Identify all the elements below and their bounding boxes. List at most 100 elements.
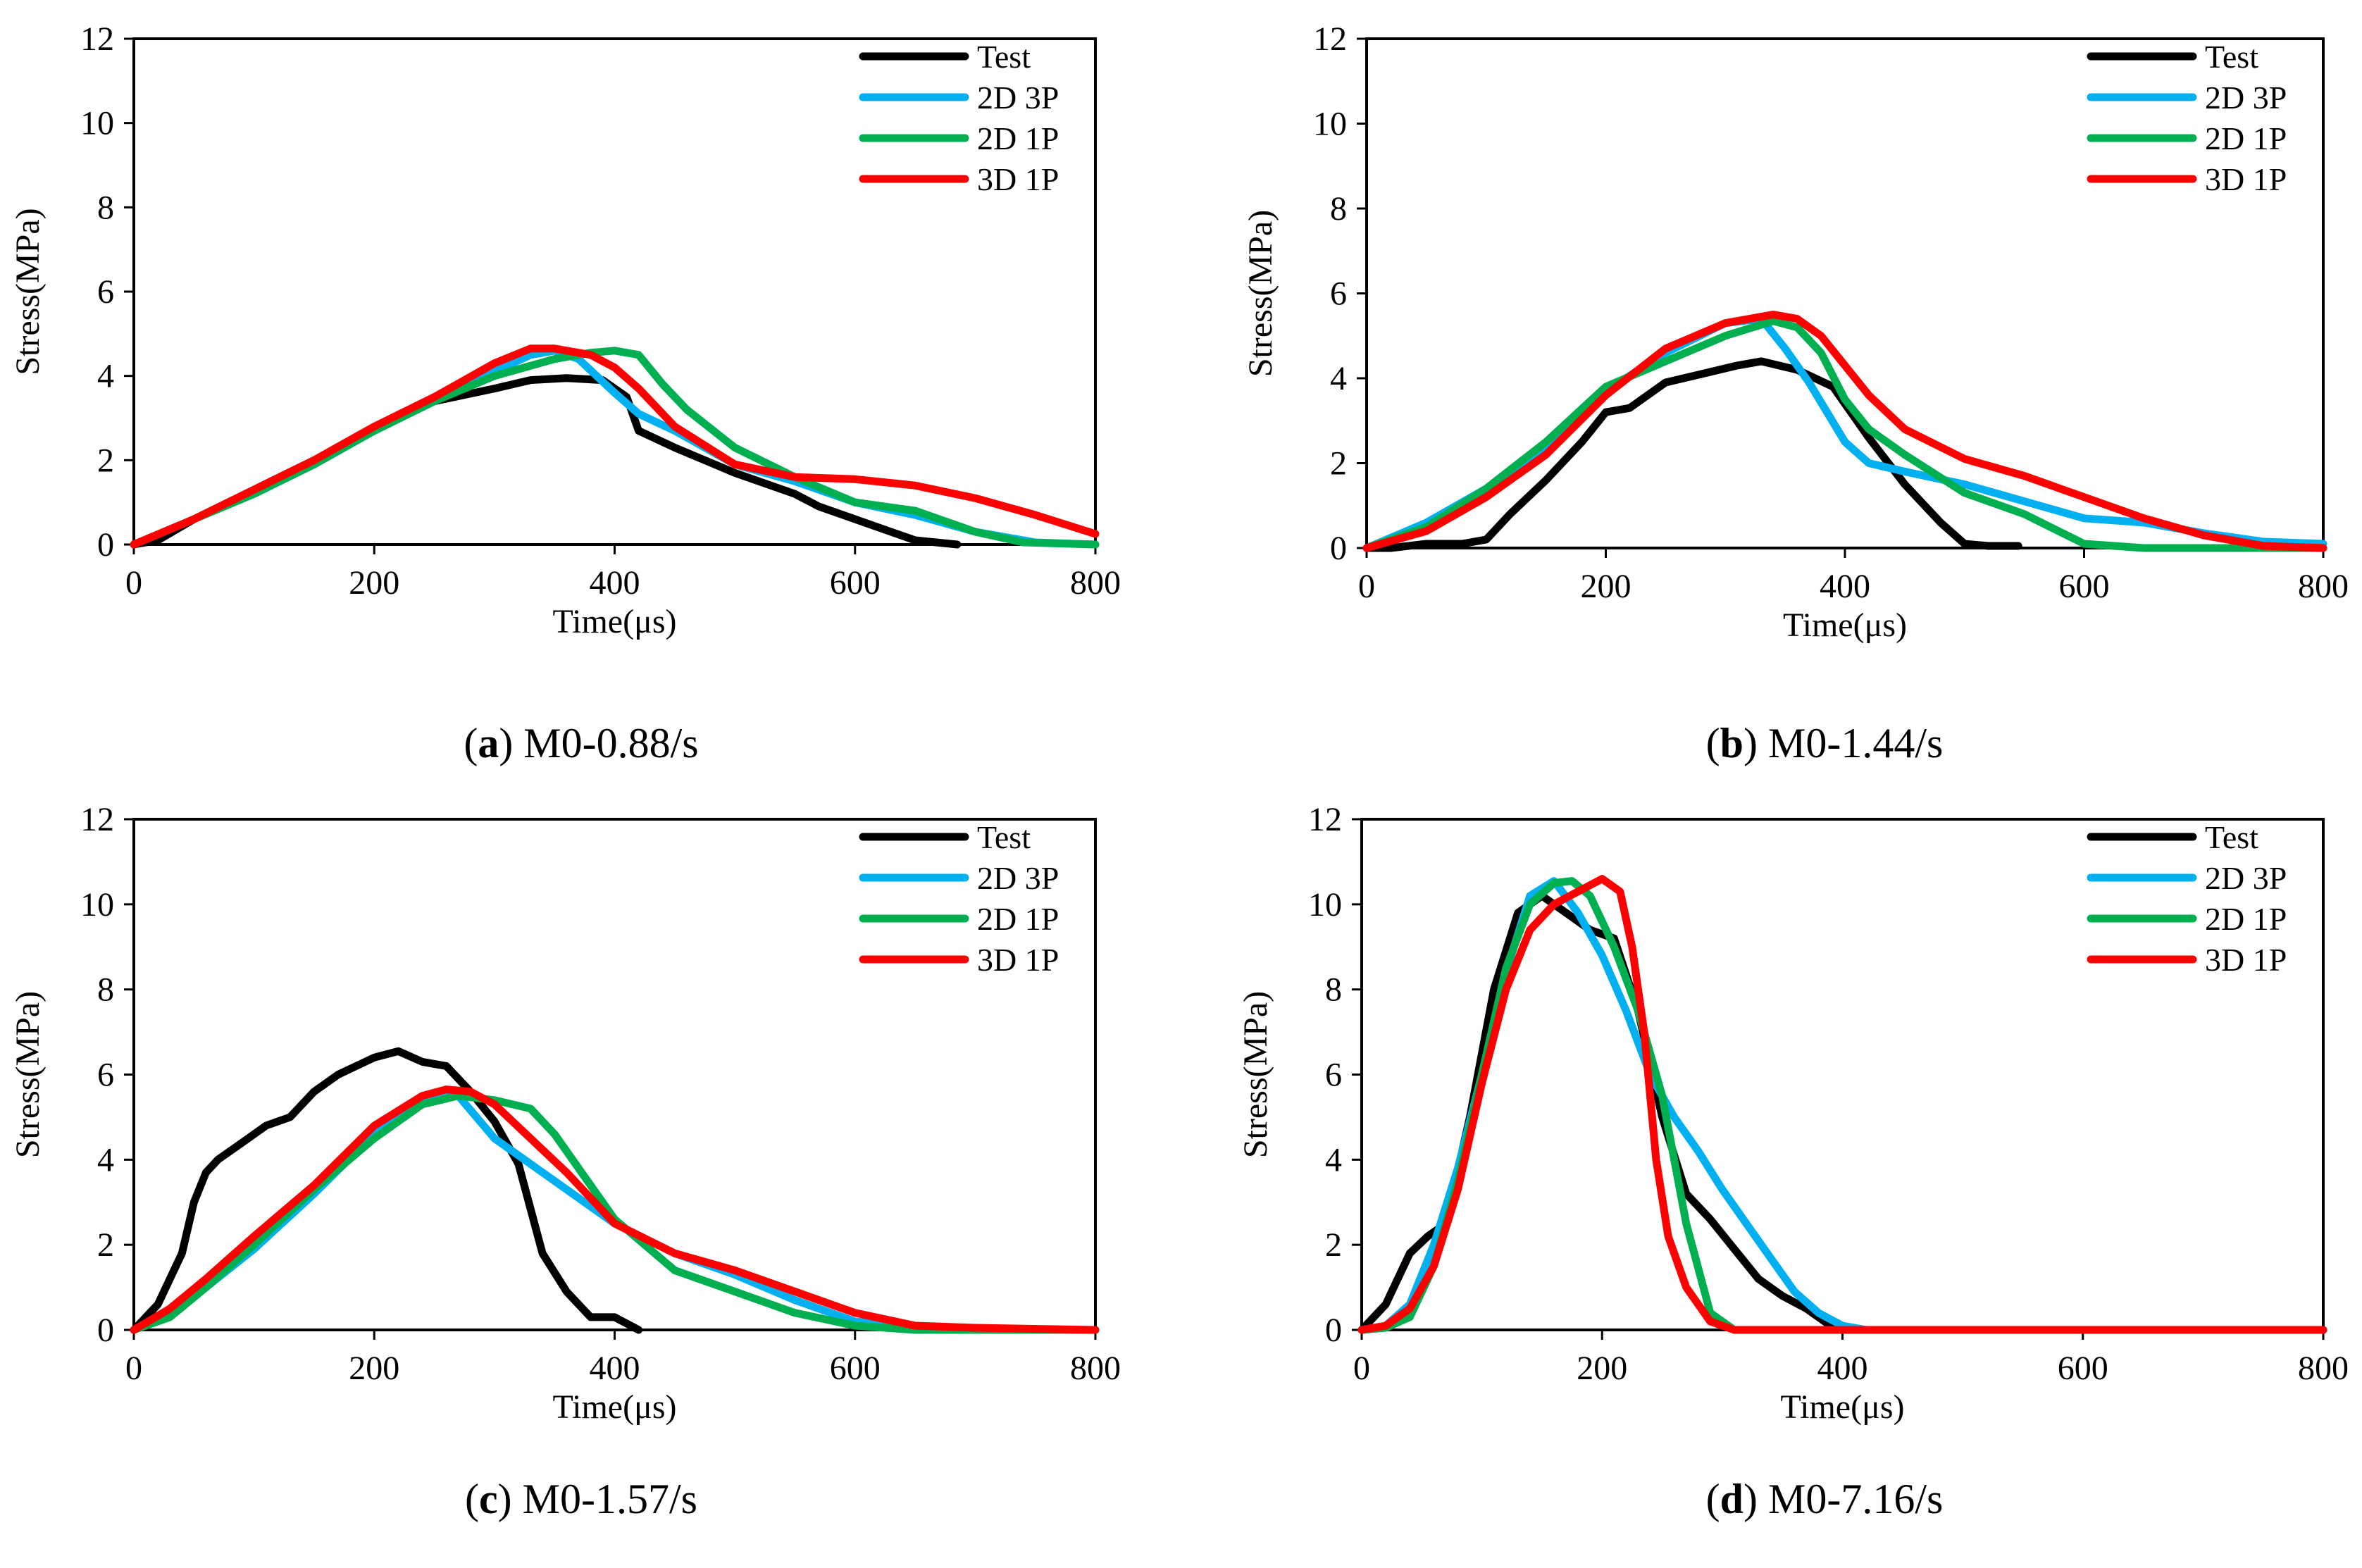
y-tick-label: 8 xyxy=(97,971,114,1009)
x-tick-label: 200 xyxy=(349,564,399,602)
y-tick-label: 2 xyxy=(97,442,114,479)
y-axis-label: Stress(MPa) xyxy=(9,208,46,375)
y-tick-label: 6 xyxy=(1330,275,1347,313)
caption-title: M0-1.57/s xyxy=(512,1476,697,1522)
panel-caption: (d) M0-7.16/s xyxy=(1706,1476,1944,1522)
x-tick-label: 800 xyxy=(2298,568,2349,605)
legend-label: 3D 1P xyxy=(977,161,1059,197)
caption-title: M0-1.44/s xyxy=(1758,720,1943,766)
legend-label: 2D 1P xyxy=(977,901,1059,937)
series-line-test xyxy=(1362,357,2022,552)
y-tick-label: 6 xyxy=(97,1057,114,1094)
x-tick-label: 0 xyxy=(1353,1350,1370,1387)
y-tick-label: 4 xyxy=(97,358,114,395)
y-tick-label: 8 xyxy=(1330,190,1347,228)
y-tick-label: 2 xyxy=(1325,1226,1342,1264)
legend-label: 2D 1P xyxy=(2205,901,2287,937)
x-tick-label: 800 xyxy=(1070,1350,1121,1387)
x-tick-label: 800 xyxy=(1070,564,1121,602)
y-tick-label: 12 xyxy=(1308,801,1342,838)
caption-letter: c xyxy=(479,1476,498,1522)
y-tick-label: 8 xyxy=(1325,971,1342,1009)
caption-title: M0-0.88/s xyxy=(513,720,698,766)
y-tick-label: 8 xyxy=(97,189,114,226)
y-tick-label: 2 xyxy=(1330,445,1347,483)
series-line-3d-1p xyxy=(130,1085,1100,1334)
series-line-3d-1p xyxy=(1357,875,2327,1334)
chart-panel-d: 0 2 4 6 8 10 12 0 200 400 600 800 Time(μs) Stress(MPa… xyxy=(1237,801,2349,1522)
y-tick-label: 12 xyxy=(80,801,114,838)
plot-area-border xyxy=(1360,818,2325,1331)
x-axis-label: Time(μs) xyxy=(1781,1388,1905,1426)
caption-title: M0-7.16/s xyxy=(1758,1476,1943,1522)
caption-paren-open: ( xyxy=(465,1476,479,1522)
legend-label: 2D 1P xyxy=(977,120,1059,156)
legend-label: Test xyxy=(977,39,1031,75)
series-line-3d-1p xyxy=(130,344,1100,549)
y-tick-label: 12 xyxy=(1313,20,1347,58)
plot-area-border xyxy=(132,37,1097,546)
x-tick-label: 400 xyxy=(1817,1350,1868,1387)
legend-label: 3D 1P xyxy=(977,942,1059,978)
y-tick-label: 10 xyxy=(1308,886,1342,923)
series-line-2d-3p xyxy=(1357,877,2327,1334)
x-tick-label: 600 xyxy=(830,564,881,602)
legend: Test 2D 3P 2D 1P 3D 1P xyxy=(2087,39,2287,197)
y-tick-label: 12 xyxy=(80,20,114,58)
y-tick-label: 0 xyxy=(1330,530,1347,567)
caption-paren-open: ( xyxy=(464,720,478,766)
chart-panel-a: 0 2 4 6 8 10 12 0 200 400 600 800 Time(μs) Stress(MPa… xyxy=(9,20,1121,766)
series-line-2d-3p xyxy=(130,347,1100,549)
caption-paren-close: ) xyxy=(1743,720,1758,766)
y-tick-label: 10 xyxy=(80,105,114,142)
x-tick-label: 200 xyxy=(1581,568,1631,605)
legend: Test 2D 3P 2D 1P 3D 1P xyxy=(859,819,1059,978)
chart-panel-c: 0 2 4 6 8 10 12 0 200 400 600 800 Time(μs) Stress(MPa… xyxy=(9,801,1121,1522)
x-axis-label: Time(μs) xyxy=(553,603,677,640)
y-axis-label: Stress(MPa) xyxy=(9,991,46,1158)
legend-label: 2D 3P xyxy=(2205,860,2287,896)
series-line-test xyxy=(130,374,962,549)
plot-area-border xyxy=(132,818,1097,1331)
legend: Test 2D 3P 2D 1P 3D 1P xyxy=(859,39,1059,197)
legend-label: 2D 3P xyxy=(977,860,1059,896)
legend: Test 2D 3P 2D 1P 3D 1P xyxy=(2087,819,2287,978)
series-line-2d-1p xyxy=(130,347,1100,549)
legend-label: 2D 3P xyxy=(977,80,1059,116)
y-tick-label: 10 xyxy=(1313,106,1347,143)
panel-caption: (b) M0-1.44/s xyxy=(1706,720,1944,766)
caption-letter: d xyxy=(1720,1476,1743,1522)
y-tick-label: 6 xyxy=(97,273,114,311)
y-tick-label: 0 xyxy=(1325,1312,1342,1349)
y-tick-label: 4 xyxy=(1325,1141,1342,1178)
caption-paren-close: ) xyxy=(498,1476,512,1522)
series-line-2d-1p xyxy=(1362,317,2327,552)
y-tick-label: 4 xyxy=(97,1141,114,1178)
legend-label: Test xyxy=(977,819,1031,855)
caption-letter: a xyxy=(478,720,499,766)
y-tick-label: 10 xyxy=(80,886,114,923)
panel-caption: (c) M0-1.57/s xyxy=(465,1476,697,1522)
x-tick-label: 400 xyxy=(590,1350,640,1387)
y-axis-label: Stress(MPa) xyxy=(1242,210,1279,377)
x-tick-label: 400 xyxy=(590,564,640,602)
y-tick-label: 2 xyxy=(97,1226,114,1264)
y-tick-label: 0 xyxy=(97,1312,114,1349)
y-tick-label: 0 xyxy=(97,526,114,564)
legend-label: Test xyxy=(2205,39,2258,75)
y-axis-label: Stress(MPa) xyxy=(1237,991,1274,1158)
caption-paren-open: ( xyxy=(1706,720,1720,766)
x-axis-label: Time(μs) xyxy=(553,1388,677,1426)
x-tick-label: 200 xyxy=(349,1350,399,1387)
legend-label: 2D 3P xyxy=(2205,80,2287,116)
x-tick-label: 0 xyxy=(125,1350,142,1387)
legend-label: Test xyxy=(2205,819,2258,855)
x-tick-label: 600 xyxy=(830,1350,881,1387)
x-tick-label: 400 xyxy=(1820,568,1870,605)
panel-caption: (a) M0-0.88/s xyxy=(464,720,698,766)
legend-label: 3D 1P xyxy=(2205,161,2287,197)
caption-letter: b xyxy=(1720,720,1743,766)
legend-label: 2D 1P xyxy=(2205,120,2287,156)
y-tick-label: 6 xyxy=(1325,1057,1342,1094)
